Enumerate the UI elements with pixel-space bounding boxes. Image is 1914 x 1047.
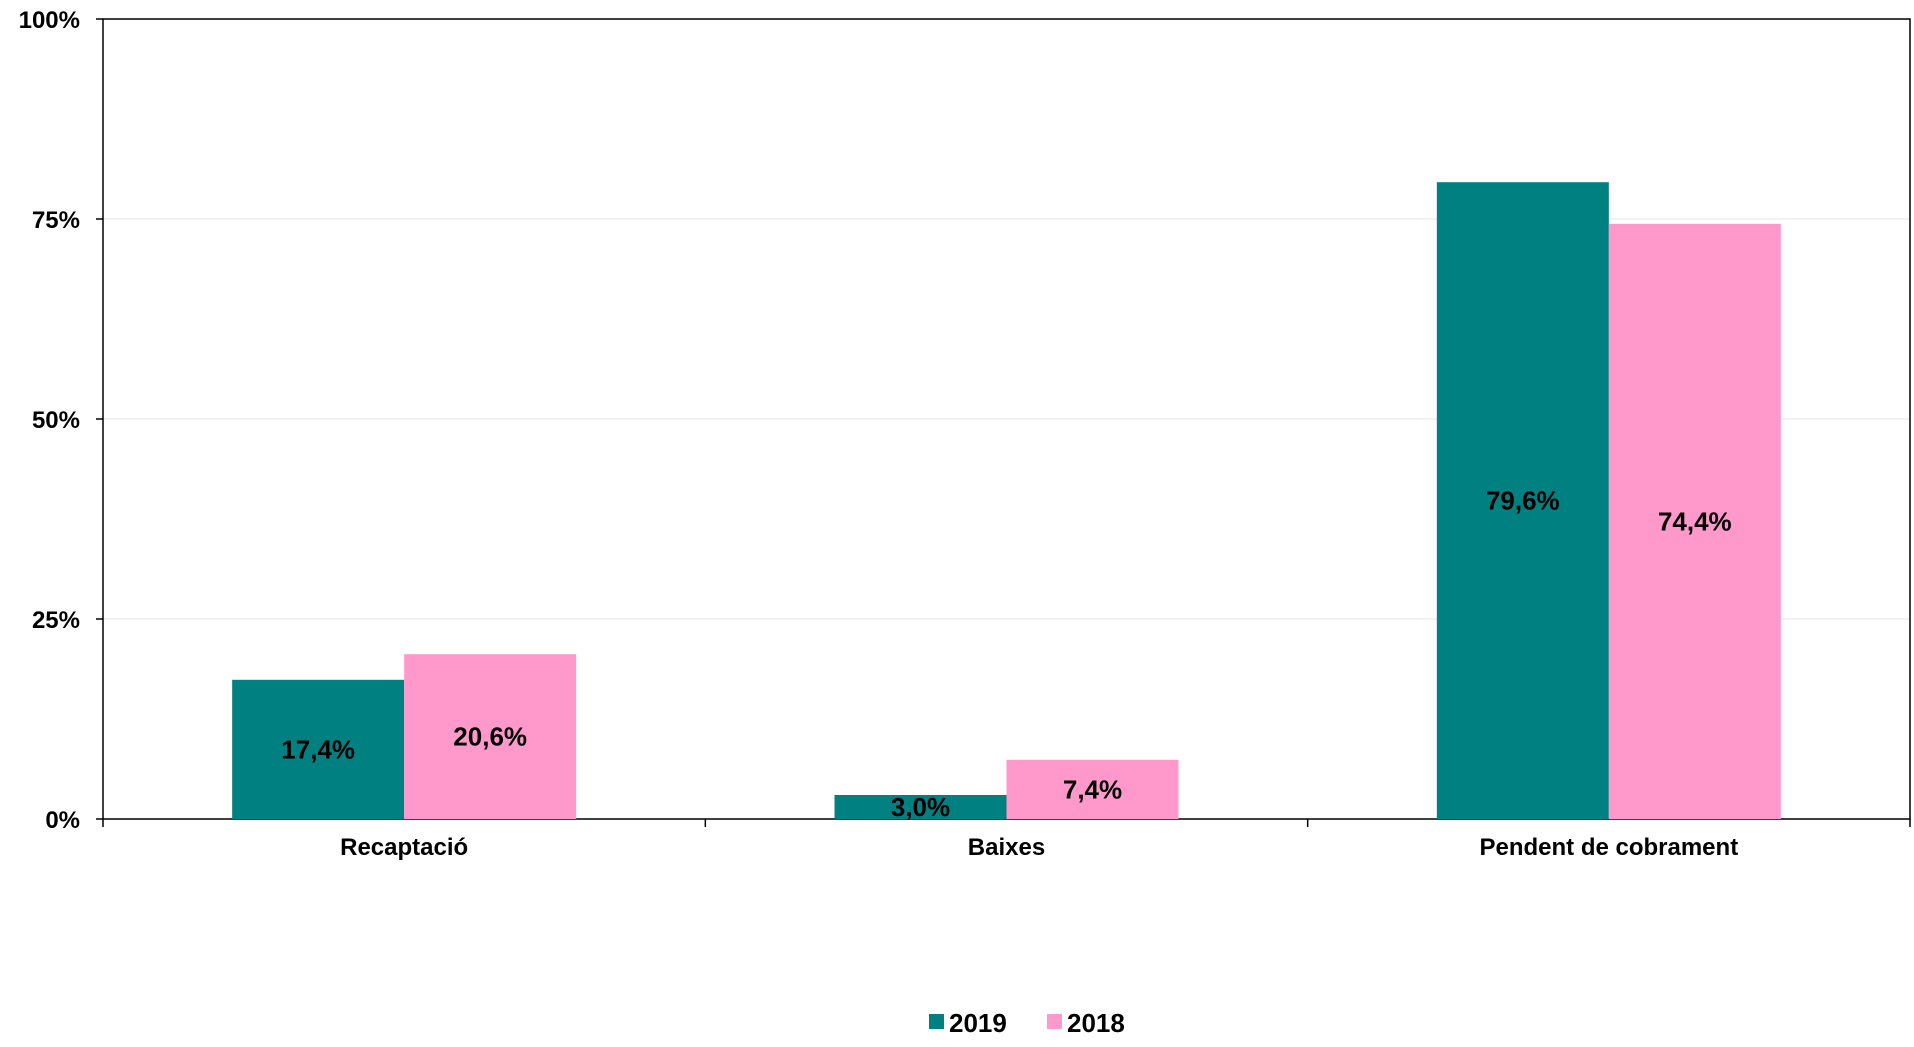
x-category-label: Pendent de cobrament	[1479, 834, 1738, 861]
data-label-2019-2: 79,6%	[1486, 486, 1560, 516]
data-label-2018-2: 74,4%	[1658, 506, 1732, 536]
y-tick-label: 50%	[32, 407, 80, 434]
x-category-label: Recaptació	[340, 834, 468, 861]
x-category-label: Baixes	[968, 834, 1045, 861]
bar-2018-2	[1608, 223, 1781, 820]
bar-2019-2	[1436, 182, 1609, 819]
data-label-2019-1: 3,0%	[891, 792, 950, 822]
bar-2019-1	[834, 795, 1007, 819]
bar-2018-0	[404, 654, 577, 819]
data-label-2019-0: 17,4%	[281, 734, 355, 764]
y-tick-label: 25%	[32, 607, 80, 634]
legend-swatch-2019	[929, 1014, 944, 1029]
y-tick-label: 75%	[32, 207, 80, 234]
data-label-2018-1: 7,4%	[1063, 774, 1122, 804]
bar-2018-1	[1006, 759, 1179, 819]
bar-2019-0	[232, 679, 405, 819]
data-label-2018-0: 20,6%	[453, 722, 527, 752]
legend-swatch-2018	[1047, 1014, 1062, 1029]
legend-label-2019: 2019	[949, 1008, 1007, 1038]
y-tick-label: 0%	[45, 807, 80, 834]
legend-label-2018: 2018	[1067, 1008, 1125, 1038]
y-tick-label: 100%	[19, 7, 80, 34]
